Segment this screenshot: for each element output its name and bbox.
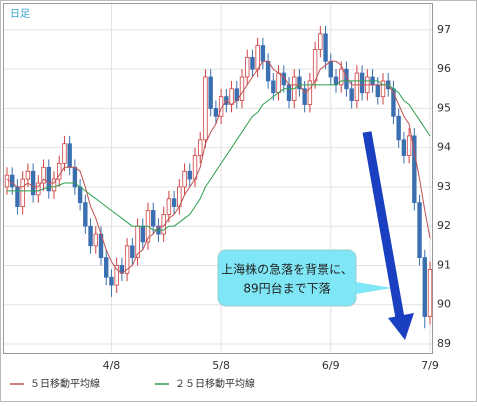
candle-body	[182, 170, 187, 188]
candle-body	[25, 170, 31, 180]
y-tick-label: 91	[437, 258, 451, 271]
candle-body	[417, 202, 422, 259]
candle-body	[412, 135, 417, 204]
y-tick-label: 90	[437, 298, 451, 311]
candle-body	[328, 60, 333, 78]
candle-body	[213, 108, 219, 117]
y-tick-label: 97	[437, 23, 451, 36]
candle-body	[88, 225, 93, 247]
arrow	[362, 131, 414, 340]
callout-pointer	[356, 282, 392, 294]
candle-body	[359, 72, 365, 94]
candle-body	[323, 33, 328, 62]
candle-body	[46, 166, 51, 192]
candle-body	[114, 265, 119, 286]
candle-body	[187, 170, 192, 180]
candle-body	[250, 56, 255, 70]
candle-body	[20, 178, 25, 207]
x-tick-label: 4/8	[103, 359, 121, 372]
candle-body	[130, 245, 135, 259]
plot-frame	[3, 3, 433, 354]
candle-body	[427, 268, 433, 317]
candle-body	[339, 68, 344, 86]
candle-body	[166, 198, 172, 215]
candle-body	[406, 135, 412, 156]
y-tick-label: 89	[437, 337, 451, 350]
candle-body	[245, 56, 250, 78]
candle-body	[83, 202, 88, 227]
candle-body	[318, 33, 323, 50]
arrow-head	[388, 313, 414, 340]
candle-body	[77, 186, 83, 204]
candle-body	[229, 88, 234, 105]
candle-body	[67, 143, 72, 168]
candle-body	[203, 76, 208, 141]
candle-body	[302, 88, 307, 105]
candle-body	[265, 60, 271, 82]
legend-label: ２５日移動平均線	[175, 377, 255, 390]
candle-body	[51, 178, 57, 192]
candle-body	[239, 76, 245, 101]
candle-body	[286, 84, 292, 101]
arrow-shaft	[362, 131, 405, 319]
candle-body	[297, 76, 302, 90]
annotation-line: 上海株の急落を背景に、	[221, 262, 353, 277]
candle-body	[41, 166, 46, 184]
candle-body	[208, 76, 213, 109]
candle-body	[401, 139, 407, 156]
period-label: 日足	[10, 8, 30, 20]
y-tick-label: 96	[437, 62, 451, 75]
annotation: 上海株の急落を背景に、 89円台まで下落	[217, 249, 392, 307]
candle-body	[375, 84, 380, 98]
y-tick-label: 93	[437, 180, 451, 193]
candle-body	[109, 276, 114, 286]
candle-body	[151, 210, 156, 227]
candle-body	[276, 72, 281, 94]
y-tick-label: 94	[437, 141, 451, 154]
candle-body	[30, 170, 36, 196]
candle-body	[354, 72, 360, 101]
x-tick-label: 6/9	[322, 359, 340, 372]
candle-body	[312, 49, 318, 82]
candle-body	[4, 174, 10, 188]
candle-body	[57, 162, 62, 180]
callout-box	[217, 249, 357, 307]
candle-body	[422, 257, 427, 317]
annotation-line: 89円台まで下落	[243, 281, 330, 296]
candle-body	[396, 115, 401, 141]
x-tick-label: 7/9	[421, 359, 439, 372]
candle-body	[15, 186, 20, 207]
y-tick-label: 92	[437, 219, 451, 232]
candle-body	[307, 80, 313, 105]
candle-body	[62, 143, 67, 164]
candle-body	[140, 225, 145, 243]
candle-body	[36, 182, 41, 196]
candle-body	[171, 198, 177, 207]
candle-body	[10, 174, 15, 188]
candle-body	[271, 80, 276, 94]
legend: ５日移動平均線 ２５日移動平均線	[10, 377, 255, 390]
candle-body	[380, 80, 386, 98]
candle-body	[349, 88, 354, 101]
legend-label: ５日移動平均線	[30, 377, 100, 390]
x-tick-label: 5/8	[212, 359, 230, 372]
moving-average-line	[6, 60, 431, 274]
y-tick-label: 95	[437, 101, 451, 114]
moving-average-line	[7, 80, 431, 231]
candle-body	[260, 45, 266, 62]
candle-body	[124, 245, 130, 274]
candle-body	[198, 139, 203, 156]
candle-body	[255, 45, 260, 70]
candle-body	[104, 257, 109, 278]
candle-body	[93, 233, 98, 247]
